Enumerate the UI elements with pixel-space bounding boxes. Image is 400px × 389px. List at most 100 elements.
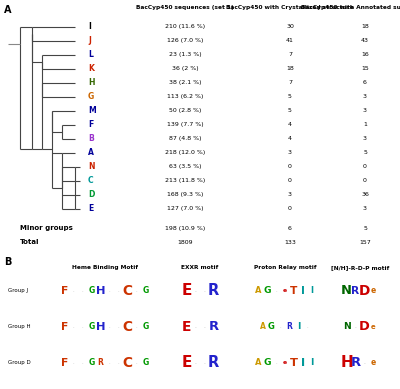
Text: G: G <box>88 286 95 295</box>
Text: .: . <box>136 325 137 329</box>
Text: K: K <box>88 65 94 74</box>
Text: I: I <box>310 359 314 368</box>
Text: e: e <box>283 288 287 293</box>
Text: Group D: Group D <box>8 361 31 366</box>
Text: I: I <box>88 23 91 32</box>
Text: Proton Relay motif: Proton Relay motif <box>254 265 316 270</box>
Text: 218 (12.0 %): 218 (12.0 %) <box>165 151 205 156</box>
Text: 16: 16 <box>361 53 369 58</box>
Text: D: D <box>88 190 94 200</box>
Text: 213 (11.8 %): 213 (11.8 %) <box>165 179 205 183</box>
Text: 43: 43 <box>361 39 369 44</box>
Text: [N/H]-R-D-P motif: [N/H]-R-D-P motif <box>331 265 389 270</box>
Text: Group H: Group H <box>8 324 31 329</box>
Text: .: . <box>280 325 281 329</box>
Text: 198 (10.9 %): 198 (10.9 %) <box>165 226 205 231</box>
Text: .: . <box>82 325 83 329</box>
Text: I: I <box>297 322 300 331</box>
Text: C: C <box>122 320 132 334</box>
Text: 4: 4 <box>288 137 292 142</box>
Text: 0: 0 <box>288 207 292 211</box>
Text: R: R <box>350 356 360 370</box>
Text: .: . <box>73 289 74 293</box>
Text: .: . <box>275 289 277 293</box>
Text: .: . <box>194 288 196 293</box>
Text: 157: 157 <box>359 240 371 245</box>
Text: BacCyp450 sequences (set 1): BacCyp450 sequences (set 1) <box>136 5 234 10</box>
Text: T: T <box>290 286 298 296</box>
Text: .: . <box>82 361 83 365</box>
Text: G: G <box>263 286 271 295</box>
Text: 0: 0 <box>363 179 367 183</box>
Text: R: R <box>286 322 292 331</box>
Text: .: . <box>136 361 137 365</box>
Text: 23 (1.3 %): 23 (1.3 %) <box>169 53 201 58</box>
Text: F: F <box>61 322 68 332</box>
Text: G: G <box>88 93 94 102</box>
Text: 0: 0 <box>288 179 292 183</box>
Text: 7: 7 <box>288 53 292 58</box>
Text: 139 (7.7 %): 139 (7.7 %) <box>167 123 203 128</box>
Text: F: F <box>61 358 68 368</box>
Text: 127 (7.0 %): 127 (7.0 %) <box>167 207 203 211</box>
Text: J: J <box>88 37 91 46</box>
Text: .: . <box>118 325 119 329</box>
Text: .: . <box>109 325 110 329</box>
Text: I: I <box>301 286 305 296</box>
Text: .: . <box>118 361 119 365</box>
Text: R: R <box>208 356 219 370</box>
Text: BacCyp450 with Annotated substrates: BacCyp450 with Annotated substrates <box>301 5 400 10</box>
Text: BacCyp450 with Crystallized structure: BacCyp450 with Crystallized structure <box>226 5 354 10</box>
Text: A: A <box>88 149 94 158</box>
Text: N: N <box>88 162 94 172</box>
Text: G: G <box>263 359 271 368</box>
Text: e: e <box>371 286 376 295</box>
Text: 1: 1 <box>363 123 367 128</box>
Text: L: L <box>88 51 93 60</box>
Text: F: F <box>88 121 93 130</box>
Text: C: C <box>122 356 132 370</box>
Text: 1809: 1809 <box>177 240 193 245</box>
Text: 6: 6 <box>363 81 367 86</box>
Text: C: C <box>88 176 94 186</box>
Text: 5: 5 <box>288 95 292 100</box>
Text: R: R <box>351 286 360 296</box>
Text: 38 (2.1 %): 38 (2.1 %) <box>169 81 201 86</box>
Text: 3: 3 <box>363 95 367 100</box>
Text: 50 (2.8 %): 50 (2.8 %) <box>169 109 201 114</box>
Text: 113 (6.2 %): 113 (6.2 %) <box>167 95 203 100</box>
Text: 5: 5 <box>363 151 367 156</box>
Text: H: H <box>96 286 105 296</box>
Text: .: . <box>204 288 206 293</box>
Text: R: R <box>208 284 219 298</box>
Text: 0: 0 <box>363 165 367 169</box>
Text: .: . <box>109 361 110 365</box>
Text: 63 (3.5 %): 63 (3.5 %) <box>169 165 201 169</box>
Text: R: R <box>98 359 104 368</box>
Text: Group J: Group J <box>8 288 28 293</box>
Text: 3: 3 <box>363 109 367 114</box>
Text: A: A <box>255 359 261 368</box>
Text: A: A <box>255 286 261 295</box>
Text: 3: 3 <box>288 193 292 197</box>
Text: EXXR motif: EXXR motif <box>181 265 219 270</box>
Text: H: H <box>88 79 94 88</box>
Text: 30: 30 <box>286 25 294 30</box>
Text: 18: 18 <box>361 25 369 30</box>
Text: F: F <box>61 286 68 296</box>
Text: 0: 0 <box>288 165 292 169</box>
Text: 4: 4 <box>288 123 292 128</box>
Text: E: E <box>182 320 191 334</box>
Text: G: G <box>88 322 95 331</box>
Text: I: I <box>310 286 314 295</box>
Text: G: G <box>88 359 95 368</box>
Text: H: H <box>340 356 353 370</box>
Text: .: . <box>194 361 196 366</box>
Text: Heme Binding Motif: Heme Binding Motif <box>72 265 138 270</box>
Text: G: G <box>142 322 149 331</box>
Text: .: . <box>204 324 206 329</box>
Text: D: D <box>359 321 370 333</box>
Text: 18: 18 <box>286 67 294 72</box>
Text: E: E <box>181 356 192 370</box>
Text: .: . <box>194 324 196 329</box>
